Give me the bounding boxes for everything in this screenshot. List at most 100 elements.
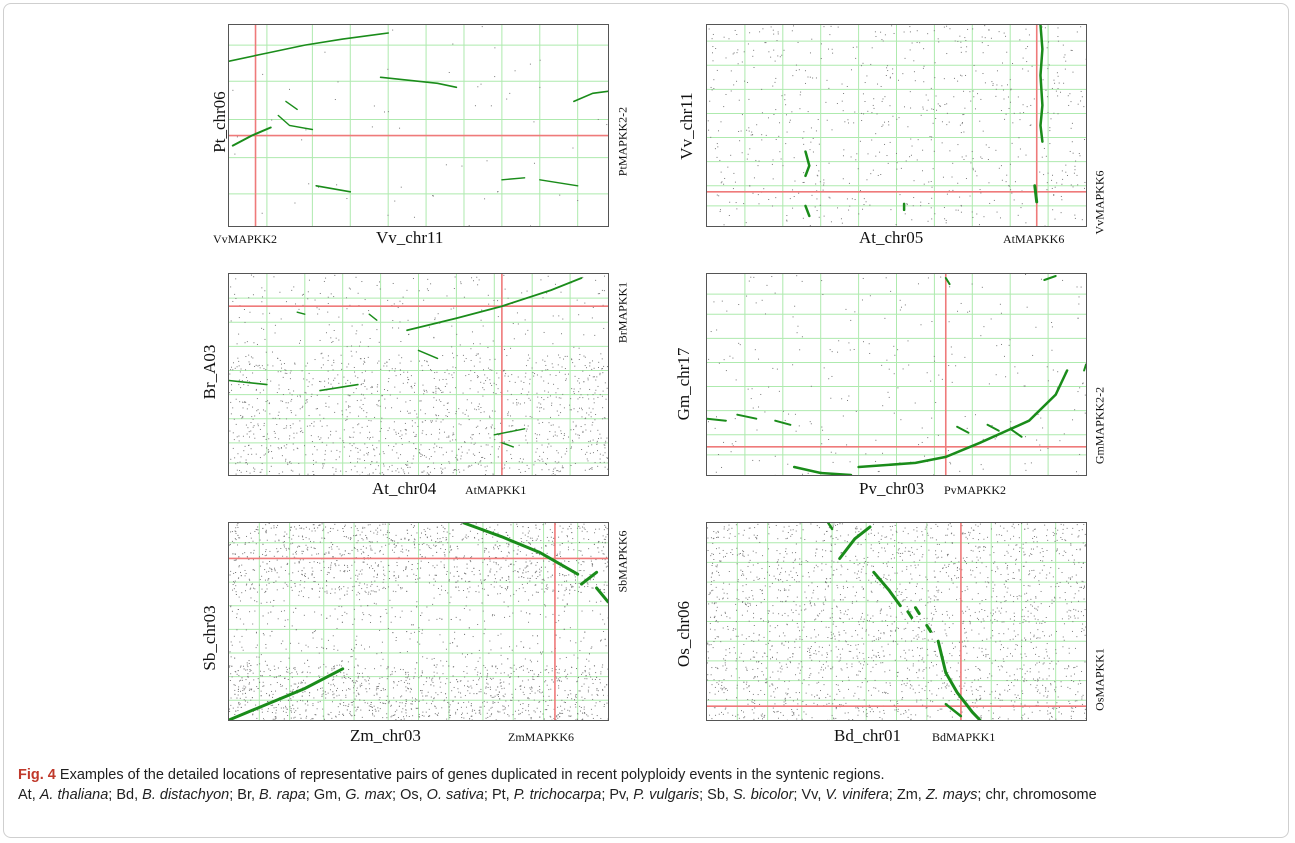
grid-lines [229, 274, 608, 475]
synteny-segment [462, 523, 580, 576]
synteny-segment [804, 204, 811, 218]
background-matches [707, 25, 1086, 226]
synteny-segment [229, 32, 389, 63]
synteny-segment [417, 349, 439, 360]
synteny-segment [379, 76, 458, 89]
abbreviation-code: chr, [985, 787, 1013, 803]
synteny-segment [707, 417, 727, 422]
gene-marker-lines [707, 274, 1086, 475]
abbreviation-species: G. max [345, 787, 393, 803]
x-gene-label: PvMAPKK2 [944, 483, 1007, 497]
synteny-segment [501, 442, 515, 448]
dotplot-canvas [707, 523, 1086, 720]
dotplot-vv-at [706, 24, 1087, 227]
synteny-segment [315, 185, 352, 193]
synteny-blocks [707, 275, 1086, 475]
synteny-segment [986, 423, 1000, 432]
gene-marker-lines [229, 523, 608, 720]
dotplot-canvas [707, 274, 1086, 475]
x-gene-label: VvMAPKK2 [213, 232, 278, 246]
x-gene-label: BdMAPKK1 [932, 730, 996, 744]
synteny-blocks [229, 277, 583, 448]
y-gene-label: PtMAPKK2-2 [615, 106, 630, 177]
abbreviation-species: S. bicolor [732, 787, 794, 803]
abbreviation-code: At, [18, 787, 40, 803]
abbreviation-species: P. vulgaris [633, 787, 700, 803]
synteny-segment [229, 667, 345, 720]
synteny-segment [368, 313, 378, 321]
synteny-segment [906, 610, 914, 620]
grid-lines [707, 274, 1086, 475]
synteny-segment [827, 523, 834, 531]
abbreviation-code: Gm, [313, 787, 346, 803]
background-matches [707, 274, 1086, 475]
abbreviation-species: A. thaliana [39, 787, 109, 803]
synteny-segment [792, 465, 853, 475]
x-axis-label: Vv_chr11 [376, 228, 444, 247]
abbreviation-species: V. vinifera [825, 787, 889, 803]
y-axis-label: Br_A03 [200, 344, 219, 400]
background-matches [229, 523, 608, 720]
synteny-segment [285, 100, 298, 111]
x-axis-label: At_chr04 [372, 479, 437, 498]
dotplot-br-at [228, 273, 609, 476]
synteny-segment [573, 90, 608, 103]
dotplot-pt-vv [228, 24, 609, 227]
synteny-segment [1043, 275, 1057, 281]
abbreviation-code: Sb, [707, 787, 733, 803]
synteny-segment [1033, 184, 1039, 204]
x-axis-label: At_chr05 [859, 228, 924, 247]
gene-marker-lines [707, 523, 1086, 720]
synteny-segment [944, 277, 951, 286]
synteny-blocks [804, 25, 1044, 218]
synteny-segment [493, 428, 526, 436]
gene-marker-lines [229, 274, 608, 475]
y-gene-label: SbMAPKK6 [615, 530, 630, 593]
dotplot-os-bd [706, 522, 1087, 721]
synteny-segment [229, 379, 268, 386]
y-gene-label: OsMAPKK1 [1092, 648, 1107, 711]
y-axis-label: Sb_chr03 [200, 605, 219, 671]
background-matches [229, 274, 608, 475]
x-axis-label: Zm_chr03 [350, 726, 421, 745]
synteny-segment [936, 639, 982, 720]
abbreviation-species: chromosome [1012, 787, 1097, 803]
abbreviation-species: B. distachyon [142, 787, 230, 803]
synteny-blocks [229, 32, 608, 193]
y-gene-label: VvMAPKK6 [1092, 170, 1107, 235]
x-axis-label: Pv_chr03 [859, 479, 925, 498]
dotplot-canvas [707, 25, 1086, 226]
y-axis-label: Pt_chr06 [210, 91, 229, 153]
abbreviation-code: Br, [237, 787, 260, 803]
abbreviation-code: Os, [400, 787, 427, 803]
y-axis-label: Gm_chr17 [674, 347, 693, 421]
dotplot-gm-pv [706, 273, 1087, 476]
synteny-segment [296, 311, 306, 315]
synteny-segment [406, 277, 583, 332]
abbreviation-species: O. sativa [426, 787, 484, 803]
abbreviation-code: Vv, [801, 787, 826, 803]
synteny-segment [838, 525, 872, 560]
figure-caption: Fig. 4 Examples of the detailed location… [18, 765, 1268, 805]
synteny-segment [501, 177, 526, 181]
synteny-segment [857, 369, 1069, 469]
abbreviation-species: B. rapa [259, 787, 306, 803]
abbreviation-list: At, A. thaliana; Bd, B. distachyon; Br, … [18, 787, 1097, 803]
synteny-blocks [229, 523, 608, 720]
synteny-segment [319, 383, 359, 392]
gene-marker-lines [229, 25, 608, 226]
synteny-segment [914, 606, 921, 616]
abbreviation-code: Zm, [896, 787, 926, 803]
dotplot-canvas [229, 25, 608, 226]
abbreviation-code: Pv, [609, 787, 634, 803]
synteny-segment [1009, 427, 1023, 438]
synteny-segment [804, 150, 811, 178]
background-matches [707, 523, 1086, 720]
figure-number: Fig. 4 [18, 767, 56, 783]
x-gene-label: ZmMAPKK6 [508, 730, 575, 744]
synteny-segment [595, 586, 608, 604]
grid-lines [229, 523, 608, 720]
abbreviation-species: P. trichocarpa [513, 787, 602, 803]
synteny-segment [1039, 25, 1044, 143]
synteny-segment [872, 570, 902, 608]
